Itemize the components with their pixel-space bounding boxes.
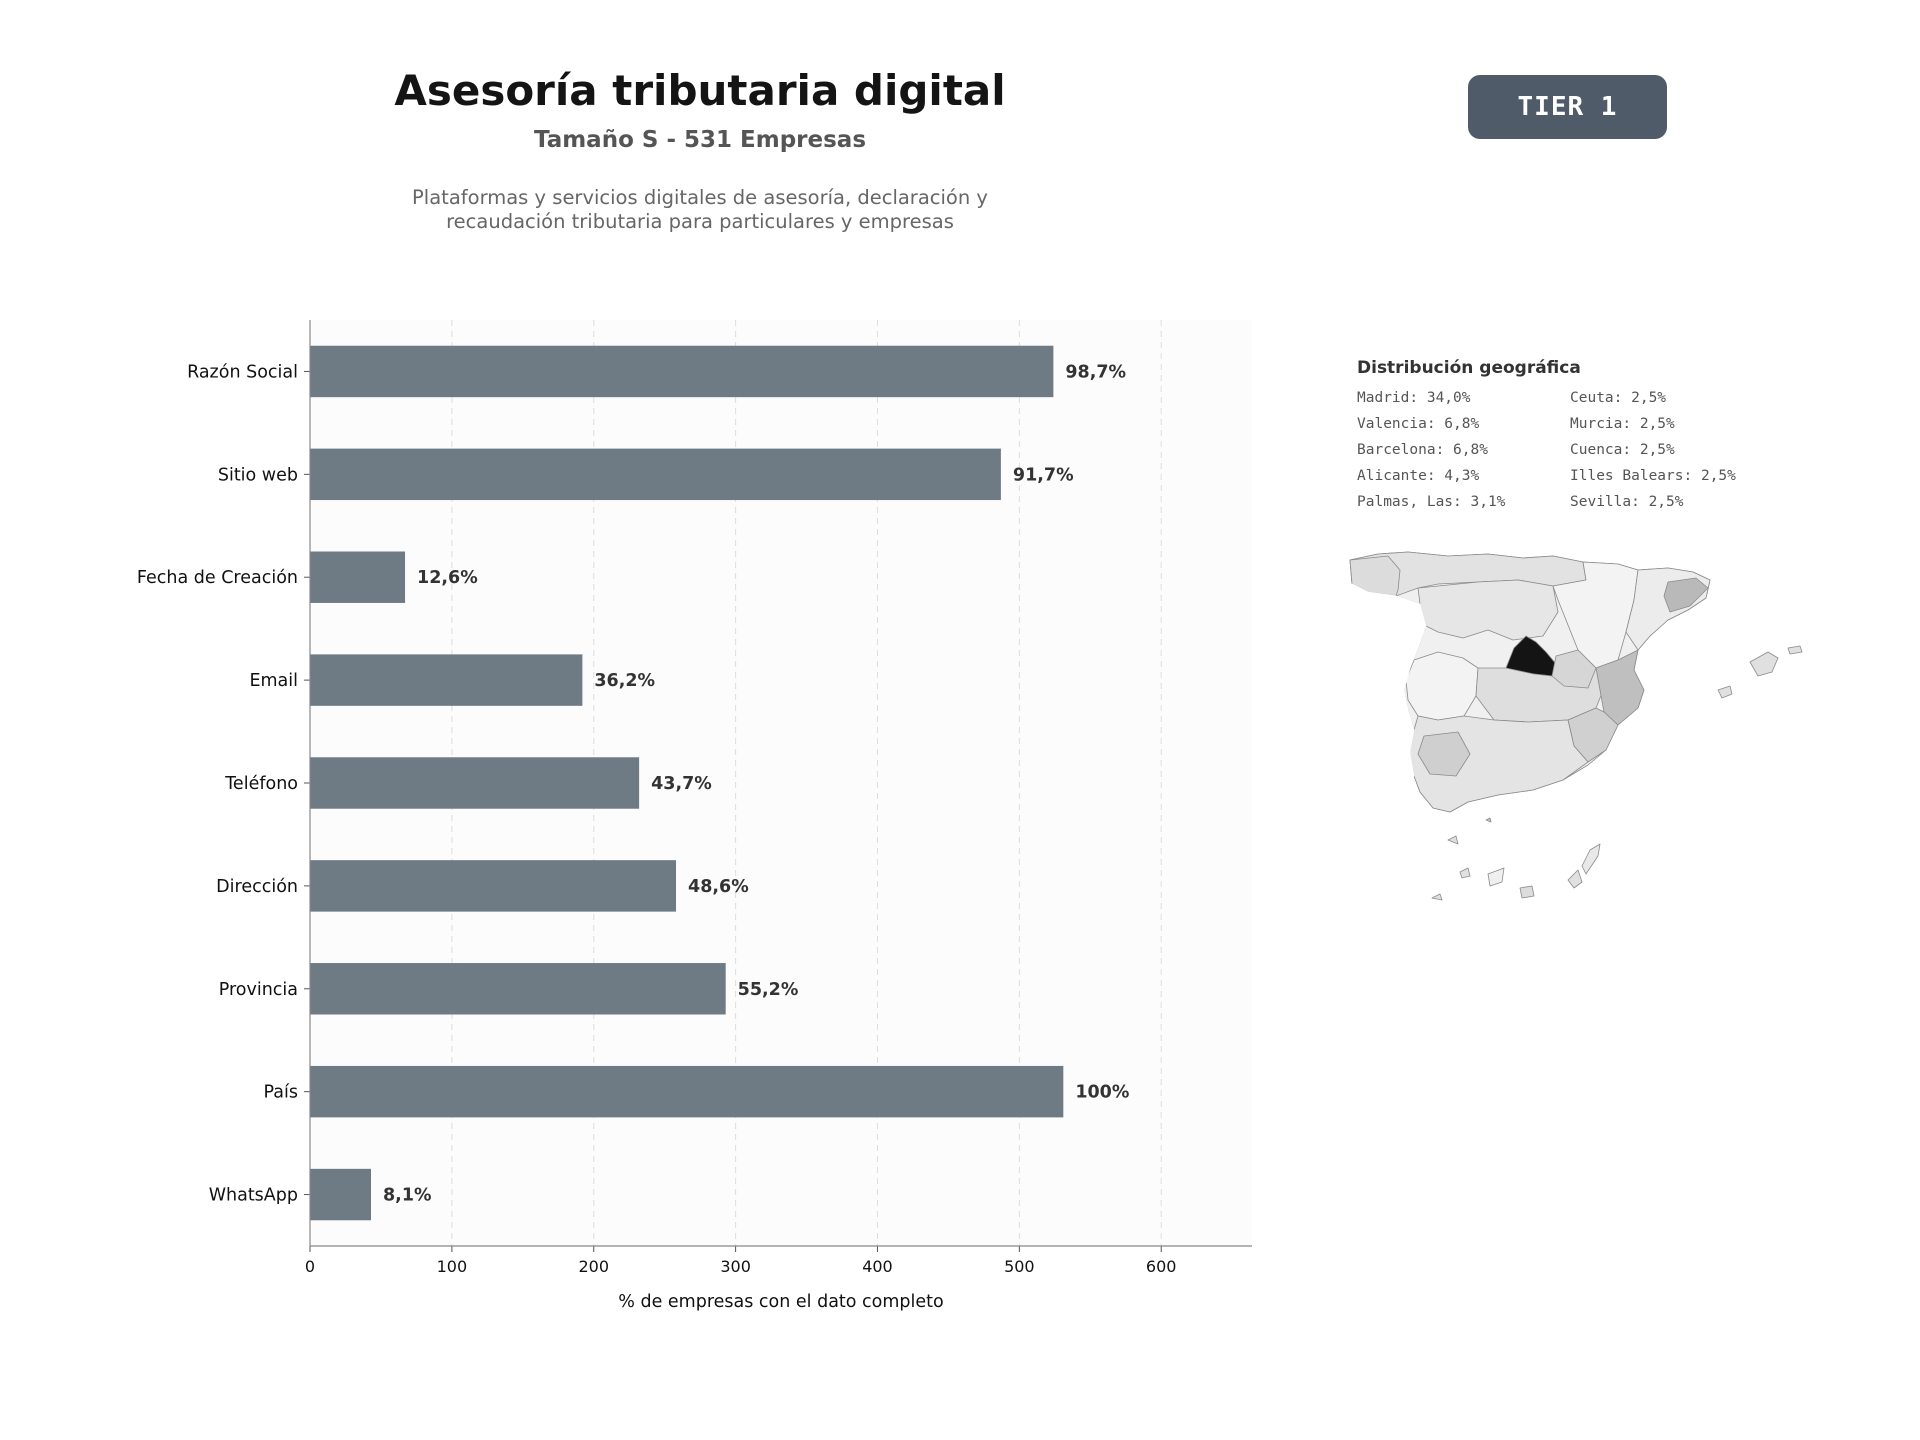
bar: [310, 963, 726, 1015]
bar: [310, 757, 640, 809]
tier-badge: TIER 1: [1468, 75, 1667, 139]
map-balearic-ibiza: [1717, 685, 1733, 699]
category-label: Email: [249, 671, 298, 691]
category-label: Razón Social: [187, 362, 298, 382]
geo-entry: Alicante: 4,3%: [1357, 468, 1480, 484]
map-region-barcelona: [1663, 577, 1709, 613]
bar: [310, 448, 1001, 501]
data-label: 91,7%: [1013, 465, 1074, 485]
category-label: País: [264, 1083, 298, 1103]
data-label: 8,1%: [383, 1186, 432, 1206]
x-tick-label: 200: [578, 1257, 609, 1276]
map-canary-3: [1487, 867, 1505, 887]
bar: [310, 1168, 372, 1221]
map-portugal: [1351, 583, 1427, 781]
geo-entry: Valencia: 6,8%: [1357, 416, 1480, 432]
map-ceuta: [1485, 817, 1492, 823]
map-canary-1: [1447, 835, 1459, 845]
geo-entry: Illes Balears: 2,5%: [1570, 468, 1736, 484]
map-region-valencia: [1595, 649, 1645, 726]
data-label: 55,2%: [738, 980, 799, 1000]
data-label: 43,7%: [651, 774, 712, 794]
map-canary-4: [1519, 885, 1535, 899]
bar: [310, 345, 1054, 398]
data-label: 100%: [1075, 1083, 1129, 1103]
spain-choropleth-map: [1349, 551, 1803, 901]
map-canary-2: [1459, 867, 1471, 879]
geo-entry: Madrid: 34,0%: [1357, 390, 1471, 406]
map-canary-5: [1567, 869, 1583, 889]
data-label: 36,2%: [594, 671, 655, 691]
data-label: 98,7%: [1065, 362, 1126, 382]
map-canary-7: [1431, 893, 1443, 901]
geo-distribution-panel: Distribución geográfica Madrid: 34,0% Ce…: [1357, 358, 1877, 512]
category-label: Provincia: [219, 980, 298, 1000]
map-region-cuenca: [1551, 649, 1597, 689]
x-tick-label: 0: [305, 1257, 315, 1276]
completeness-bar-chart: 0 100 200 300 400 500 600 Razón Social 98,7% Siti…: [137, 320, 1252, 1312]
bar: [310, 860, 677, 912]
map-canary-6: [1581, 843, 1601, 875]
page-description: Plataformas y servicios digitales de ase…: [0, 186, 1400, 234]
category-label: Sitio web: [218, 465, 298, 485]
map-region-extremadura: [1405, 651, 1479, 721]
data-label: 48,6%: [688, 877, 749, 897]
geo-entry: Ceuta: 2,5%: [1570, 390, 1667, 406]
data-label: 12,6%: [417, 568, 478, 588]
category-label: Fecha de Creación: [137, 568, 298, 588]
x-tick-label: 600: [1146, 1257, 1177, 1276]
geo-entry: Murcia: 2,5%: [1570, 416, 1675, 432]
geo-entry: Sevilla: 2,5%: [1570, 494, 1684, 510]
geo-entry: Palmas, Las: 3,1%: [1357, 494, 1506, 510]
page-subtitle: Tamaño S - 531 Empresas: [533, 127, 867, 153]
bar: [310, 1065, 1064, 1118]
geo-entry: Cuenca: 2,5%: [1570, 442, 1675, 458]
map-region-sevilla: [1417, 731, 1471, 777]
map-balearic-mallorca: [1749, 651, 1779, 677]
x-tick-label: 300: [720, 1257, 751, 1276]
category-label: WhatsApp: [209, 1186, 298, 1206]
geo-entry: Barcelona: 6,8%: [1357, 442, 1488, 458]
x-tick-label: 100: [437, 1257, 468, 1276]
description-line-1: Plataformas y servicios digitales de ase…: [412, 186, 988, 209]
x-axis-label: % de empresas con el dato completo: [618, 1292, 943, 1312]
geo-title: Distribución geográfica: [1357, 358, 1581, 378]
x-tick-label: 400: [862, 1257, 893, 1276]
geo-list: Madrid: 34,0% Ceuta: 2,5% Valencia: 6,8%…: [1357, 390, 1877, 512]
category-label: Dirección: [216, 877, 298, 897]
map-balearic-menorca: [1787, 645, 1803, 655]
page-title: Asesoría tributaria digital: [394, 66, 1006, 115]
category-label: Teléfono: [224, 774, 298, 794]
bar: [310, 654, 583, 706]
bar: [310, 551, 406, 603]
x-tick-label: 500: [1004, 1257, 1035, 1276]
description-line-2: recaudación tributaria para particulares…: [446, 210, 954, 233]
